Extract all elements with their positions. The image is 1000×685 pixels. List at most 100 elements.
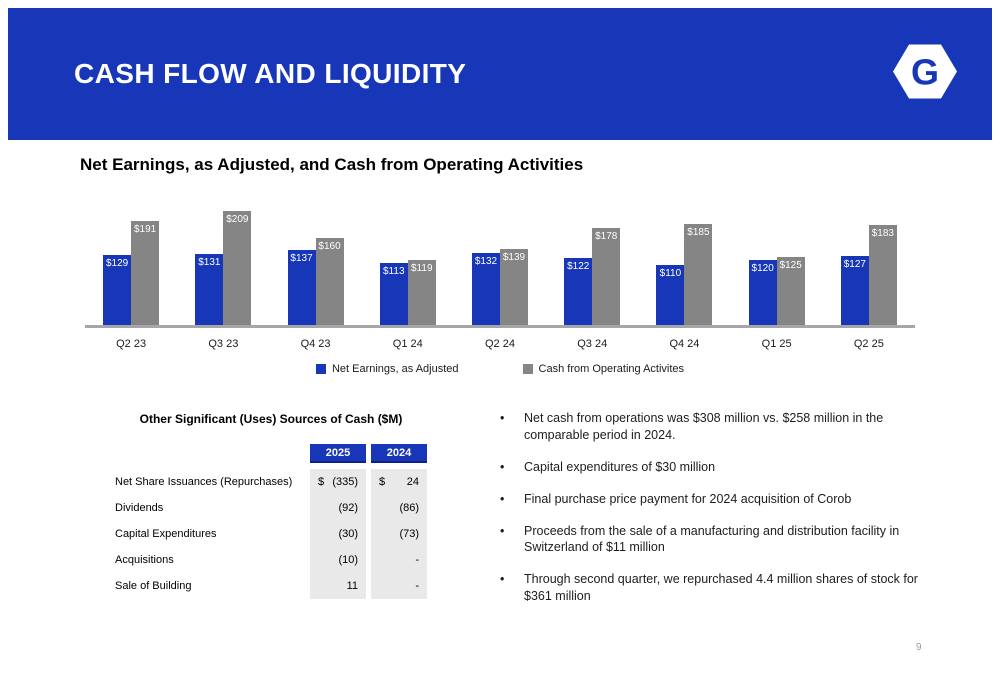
x-axis-labels: Q2 23 Q3 23 Q4 23 Q1 24 Q2 24 Q3 24 Q4 24 Q1 25… [85, 338, 915, 350]
header-banner: CASH FLOW AND LIQUIDITY G [8, 8, 992, 140]
chart-bar: $125 [776, 257, 805, 325]
table-cell: $ (335) [310, 469, 366, 495]
x-axis-label: Q1 25 [761, 338, 792, 350]
table-title: Other Significant (Uses) Sources of Cash… [139, 412, 403, 426]
table-row: Net Share Issuances (Repurchases) $ (335) $… [85, 469, 427, 495]
row-label: Dividends [115, 502, 164, 514]
bar-group: $113 $119 [362, 205, 454, 325]
x-axis-label: Q2 23 [116, 338, 147, 350]
cell-value: 24 [406, 476, 419, 488]
table-cell: (30) [310, 521, 366, 547]
x-axis-label: Q2 25 [853, 338, 884, 350]
table-cell: - [371, 573, 427, 599]
chart-bar: $139 [499, 249, 528, 325]
table-cell: (86) [371, 495, 427, 521]
chart-bar: $131 [195, 254, 224, 325]
bar-group: $129 $191 [85, 205, 177, 325]
graco-hexagon-logo-icon: G [892, 43, 958, 106]
bar-value-label: $122 [567, 261, 590, 272]
bar-group: $110 $185 [638, 205, 730, 325]
table-header-cell: 2025 [310, 444, 366, 463]
table-cell: (73) [371, 521, 427, 547]
bar-value-label: $191 [133, 224, 157, 235]
cell-value: (335) [332, 476, 358, 488]
bullet-text: Through second quarter, we repurchased 4… [524, 572, 918, 604]
legend-label: Cash from Operating Activites [538, 363, 685, 375]
x-axis-label: Q2 24 [485, 338, 515, 350]
chart-bar: $137 [287, 250, 316, 325]
cell-value: - [415, 554, 419, 566]
bar-value-label: $132 [474, 256, 498, 267]
bar-group: $131 $209 [177, 205, 269, 325]
legend-item: Cash from Operating Activites [522, 363, 685, 375]
page-number: 9 [916, 642, 922, 653]
cell-value: (73) [399, 528, 419, 540]
table-cell: (92) [310, 495, 366, 521]
cell-value: (92) [338, 502, 358, 514]
bar-group: $122 $178 [546, 205, 638, 325]
table-row: Sale of Building 11 - [85, 573, 427, 599]
bar-group: $127 $183 [823, 205, 915, 325]
slide-title: CASH FLOW AND LIQUIDITY [74, 58, 467, 89]
chart-legend: Net Earnings, as Adjusted Cash from Opera… [85, 363, 915, 375]
row-label: Net Share Issuances (Repurchases) [115, 476, 293, 488]
chart-bar: $120 [748, 260, 777, 325]
table-row: Acquisitions (10) - [85, 547, 427, 573]
bar-value-label: $113 [383, 266, 405, 277]
bullet-item: • Capital expenditures of $30 million [500, 459, 940, 476]
x-axis-label: Q1 24 [392, 338, 423, 350]
chart-bar: $113 [379, 263, 408, 325]
chart-bar: $110 [656, 265, 685, 325]
bullet-item: • Final purchase price payment for 2024 a… [500, 491, 940, 508]
bullet-item: • Proceeds from the sale of a manufacturi… [500, 523, 940, 557]
bar-group: $137 $160 [269, 205, 361, 325]
bullet-marker: • [500, 572, 505, 587]
bar-chart-plot: $129 $191 $131 $209 $137 $160 $113 $119 $132 $139… [85, 205, 915, 325]
bar-value-label: $160 [318, 241, 341, 252]
bar-value-label: $139 [502, 252, 526, 263]
bullet-item: • Net cash from operations was $308 milli… [500, 410, 940, 444]
bar-value-label: $178 [595, 231, 618, 242]
legend-item: Net Earnings, as Adjusted [315, 363, 459, 375]
table-cell: (10) [310, 547, 366, 573]
table-cell: 11 [310, 573, 366, 599]
bar-value-label: $110 [659, 268, 682, 279]
bar-group: $132 $139 [454, 205, 546, 325]
bullet-marker: • [500, 459, 505, 474]
bullet-marker: • [500, 523, 505, 538]
bullet-list: • Net cash from operations was $308 milli… [500, 410, 940, 620]
x-axis-label: Q4 24 [669, 338, 700, 350]
bar-value-label: $137 [290, 253, 313, 264]
x-axis-label: Q4 23 [300, 338, 331, 350]
row-label: Capital Expenditures [115, 528, 217, 540]
chart-bar: $129 [103, 255, 132, 325]
table-header-cell: 2024 [371, 444, 427, 463]
bar-value-label: $209 [226, 214, 249, 225]
bar-value-label: $125 [779, 260, 802, 271]
svg-text:G: G [911, 52, 939, 93]
cell-value: 11 [346, 580, 358, 592]
dollar-sign: $ [379, 476, 386, 488]
table-body: Net Share Issuances (Repurchases) $ (335) $… [85, 469, 427, 599]
chart-bar: $178 [592, 228, 621, 325]
row-label: Acquisitions [115, 554, 174, 566]
x-axis-line [85, 325, 915, 328]
cell-value: (10) [338, 554, 358, 566]
chart-heading: Net Earnings, as Adjusted, and Cash from… [80, 155, 584, 174]
bar-value-label: $119 [411, 263, 433, 274]
bullet-item: • Through second quarter, we repurchased … [500, 571, 940, 605]
bar-value-label: $129 [105, 258, 129, 269]
table-cell: $24 [371, 469, 427, 495]
x-axis-label: Q3 23 [208, 338, 239, 350]
row-label: Sale of Building [115, 580, 192, 592]
chart-bar: $119 [407, 260, 436, 325]
chart-bar: $191 [131, 221, 160, 325]
x-axis-label: Q3 24 [577, 338, 608, 350]
cell-value: (86) [399, 502, 419, 514]
chart-bar: $209 [223, 211, 252, 325]
bullet-marker: • [500, 411, 505, 425]
table-cell: - [371, 547, 427, 573]
chart-bar: $160 [315, 238, 344, 325]
chart-bar: $127 [840, 256, 869, 325]
dollar-sign: $ [318, 476, 325, 488]
